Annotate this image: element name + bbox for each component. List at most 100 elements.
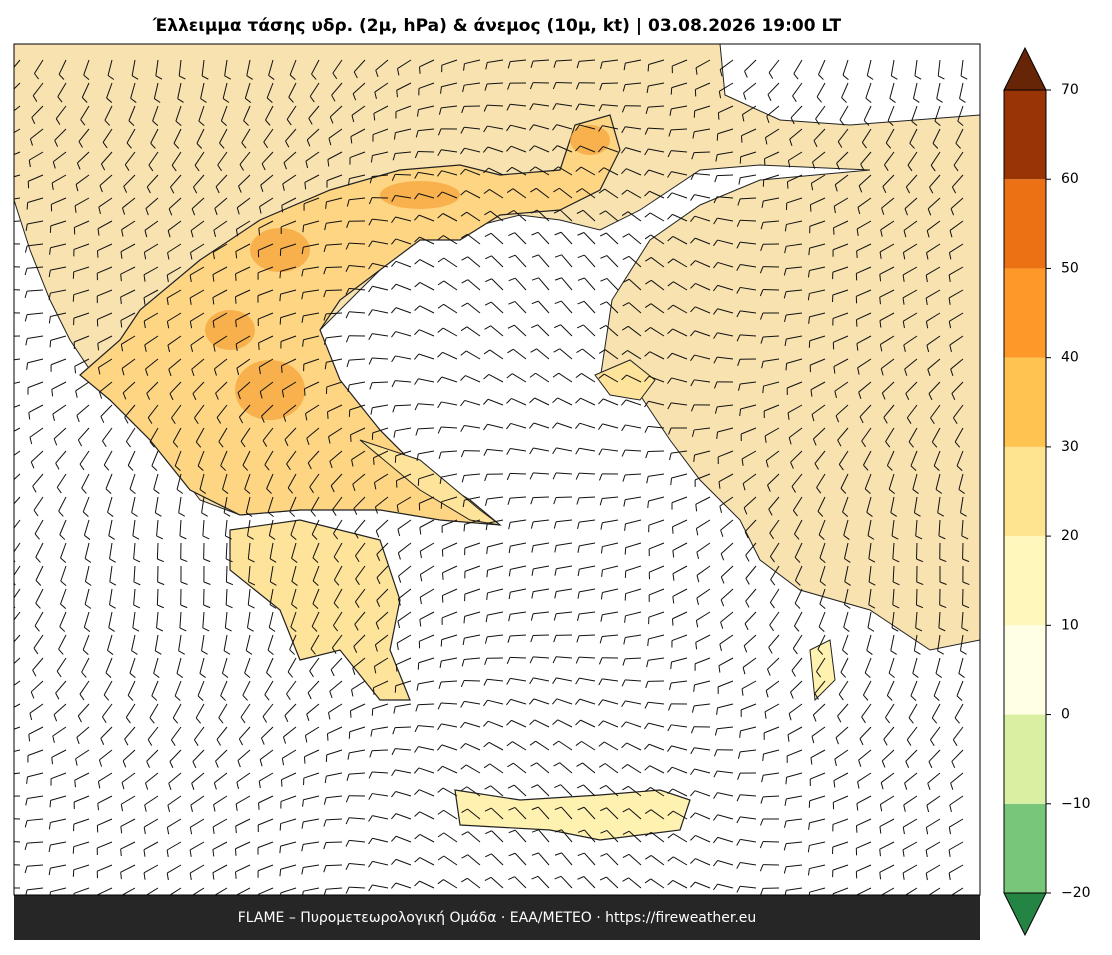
wind-barb-flag bbox=[189, 321, 193, 329]
wind-barb-flag bbox=[281, 758, 285, 766]
wind-barb-flag bbox=[53, 438, 58, 446]
wind-barb-flag bbox=[908, 717, 914, 724]
wind-barb bbox=[624, 473, 642, 476]
wind-barb bbox=[50, 818, 67, 823]
wind-barb bbox=[330, 473, 343, 487]
wind-barb bbox=[353, 59, 366, 73]
wind-barb bbox=[265, 105, 274, 121]
wind-barb-flag bbox=[143, 849, 146, 857]
wind-barb-flag bbox=[914, 75, 922, 80]
wind-barb bbox=[603, 720, 619, 728]
wind-barb-flag bbox=[621, 374, 627, 381]
wind-barb-flag bbox=[554, 231, 562, 236]
wind-barb bbox=[27, 266, 44, 269]
wind-barb bbox=[235, 818, 251, 827]
wind-barb-flag bbox=[415, 428, 419, 436]
wind-barb bbox=[372, 285, 389, 291]
wind-barb bbox=[35, 542, 44, 558]
wind-barb bbox=[648, 400, 665, 406]
wind-barb-flag bbox=[672, 550, 675, 558]
wind-barb bbox=[443, 303, 458, 314]
colorbar-over bbox=[1003, 46, 1047, 91]
wind-barb-flag bbox=[577, 277, 585, 281]
wind-barb bbox=[537, 324, 550, 337]
wind-barb bbox=[14, 427, 21, 432]
wind-barb bbox=[902, 864, 918, 874]
wind-barb bbox=[794, 588, 803, 604]
wind-barb-flag bbox=[529, 397, 535, 404]
wind-barb-flag bbox=[644, 169, 650, 176]
wind-barb-flag bbox=[333, 579, 340, 586]
wind-barb-flag bbox=[736, 241, 741, 249]
wind-barb bbox=[441, 680, 458, 683]
wind-barb-flag bbox=[719, 506, 723, 514]
wind-barb bbox=[671, 105, 688, 110]
wind-barb-flag bbox=[576, 784, 584, 789]
colorbar-band bbox=[1004, 714, 1046, 804]
wind-barb bbox=[306, 703, 320, 715]
wind-barb bbox=[606, 807, 619, 820]
wind-barb bbox=[510, 677, 527, 682]
wind-barb bbox=[176, 473, 182, 490]
wind-barb bbox=[954, 427, 964, 443]
wind-barb bbox=[604, 763, 619, 774]
wind-barb bbox=[190, 312, 205, 322]
wind-barb-flag bbox=[905, 186, 910, 194]
wind-barb-flag bbox=[345, 242, 350, 250]
wind-barb bbox=[932, 128, 941, 144]
wind-barb bbox=[167, 818, 182, 828]
wind-barb bbox=[625, 82, 642, 86]
wind-barb-flag bbox=[600, 278, 608, 282]
wind-barb bbox=[513, 348, 527, 360]
wind-barb bbox=[743, 82, 757, 94]
wind-barb bbox=[443, 879, 458, 889]
wind-barb-flag bbox=[345, 840, 350, 847]
wind-barb-flag bbox=[301, 292, 304, 300]
wind-barb bbox=[73, 887, 90, 894]
wind-barb-flag bbox=[323, 313, 327, 321]
wind-barb-flag bbox=[79, 463, 85, 471]
wind-barb-flag bbox=[879, 872, 882, 880]
wind-barb bbox=[156, 611, 159, 628]
wind-barb-flag bbox=[48, 316, 51, 324]
wind-barb bbox=[31, 105, 44, 118]
wind-barb-flag bbox=[330, 485, 335, 493]
wind-barb bbox=[327, 151, 343, 160]
wind-barb bbox=[166, 266, 182, 276]
wind-barb bbox=[786, 381, 803, 389]
wind-barb-flag bbox=[576, 635, 580, 643]
wind-barb-flag bbox=[333, 602, 339, 609]
wind-barb-flag bbox=[484, 658, 488, 665]
wind-barb-flag bbox=[122, 760, 127, 768]
wind-barb-flag bbox=[858, 759, 862, 767]
wind-barb bbox=[912, 473, 918, 490]
wind-barb bbox=[349, 197, 366, 201]
wind-barb bbox=[949, 795, 964, 806]
wind-barb bbox=[578, 496, 596, 499]
wind-barb-flag bbox=[6, 137, 7, 144]
wind-barb bbox=[624, 449, 642, 452]
wind-barb-flag bbox=[120, 274, 122, 282]
wind-barb bbox=[717, 356, 734, 360]
wind-barb bbox=[284, 703, 297, 716]
wind-barb-flag bbox=[672, 526, 674, 534]
wind-barb bbox=[786, 864, 803, 868]
wind-barb bbox=[143, 864, 159, 874]
wind-barb bbox=[926, 220, 941, 231]
wind-barb bbox=[718, 473, 734, 483]
wind-barb-flag bbox=[248, 581, 256, 586]
wind-barb bbox=[671, 724, 688, 728]
wind-barb bbox=[83, 59, 90, 76]
wind-barb bbox=[648, 169, 665, 176]
wind-barb-flag bbox=[461, 854, 468, 859]
wind-barb-flag bbox=[766, 116, 770, 124]
wind-barb bbox=[809, 772, 826, 780]
wind-barb-flag bbox=[24, 291, 28, 299]
wind-barb bbox=[212, 312, 228, 322]
wind-barb bbox=[259, 197, 274, 208]
wind-barb bbox=[811, 174, 826, 184]
wind-barb-flag bbox=[329, 691, 333, 699]
wind-barb bbox=[120, 887, 136, 897]
wind-barb bbox=[464, 496, 481, 501]
wind-barb bbox=[14, 197, 21, 200]
